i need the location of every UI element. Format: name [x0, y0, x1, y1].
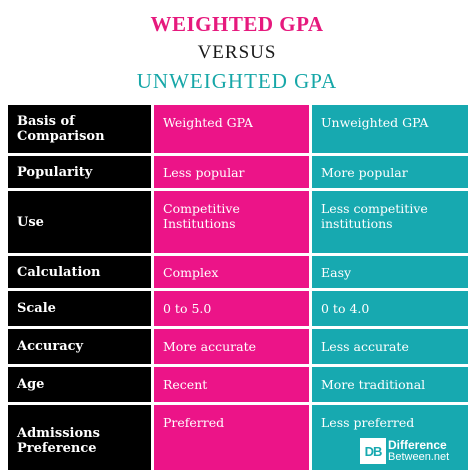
unweighted-cell: Less accurate — [312, 329, 468, 364]
table-row: Scale 0 to 5.0 0 to 4.0 — [0, 291, 474, 326]
logo-line-1: Difference — [388, 438, 447, 452]
row-label: Popularity — [8, 156, 151, 188]
unweighted-cell: 0 to 4.0 — [312, 291, 468, 326]
versus-label: VERSUS — [197, 42, 277, 63]
unweighted-cell: Less competitive institutions — [312, 191, 468, 253]
row-label: Calculation — [8, 256, 151, 288]
weighted-cell: Weighted GPA — [154, 105, 309, 153]
weighted-cell: 0 to 5.0 — [154, 291, 309, 326]
logo-mark: DB — [360, 438, 386, 464]
logo-line-2: Between.net — [388, 451, 450, 463]
table-row: Popularity Less popular More popular — [0, 156, 474, 188]
unweighted-cell: Unweighted GPA — [312, 105, 468, 153]
page-title: WEIGHTED GPA — [150, 12, 324, 36]
weighted-cell: Less popular — [154, 156, 309, 188]
table-row: Use Competitive Institutions Less compet… — [0, 191, 474, 253]
row-label: Age — [8, 367, 151, 402]
page-subtitle: UNWEIGHTED GPA — [136, 69, 338, 93]
table-row: Accuracy More accurate Less accurate — [0, 329, 474, 364]
table-row: Calculation Complex Easy — [0, 256, 474, 288]
row-label: Accuracy — [8, 329, 151, 364]
logo-wordmark: Difference Between.net — [386, 439, 449, 463]
table-row: Admissions Preference Preferred Less pre… — [0, 405, 474, 470]
brand-logo: DB Difference Between.net — [360, 435, 470, 467]
unweighted-cell: Easy — [312, 256, 468, 288]
weighted-cell: Preferred — [154, 405, 309, 470]
table-row: Age Recent More traditional — [0, 367, 474, 402]
weighted-cell: Recent — [154, 367, 309, 402]
unweighted-cell: More traditional — [312, 367, 468, 402]
weighted-cell: Complex — [154, 256, 309, 288]
unweighted-cell: More popular — [312, 156, 468, 188]
row-label: Scale — [8, 291, 151, 326]
unweighted-cell: Less preferred — [312, 405, 468, 470]
weighted-cell: More accurate — [154, 329, 309, 364]
table-row-header: Basis of Comparison Weighted GPA Unweigh… — [0, 105, 474, 153]
weighted-cell: Competitive Institutions — [154, 191, 309, 253]
row-label: Admissions Preference — [8, 405, 151, 470]
row-label: Use — [8, 191, 151, 253]
row-label: Basis of Comparison — [8, 105, 151, 153]
